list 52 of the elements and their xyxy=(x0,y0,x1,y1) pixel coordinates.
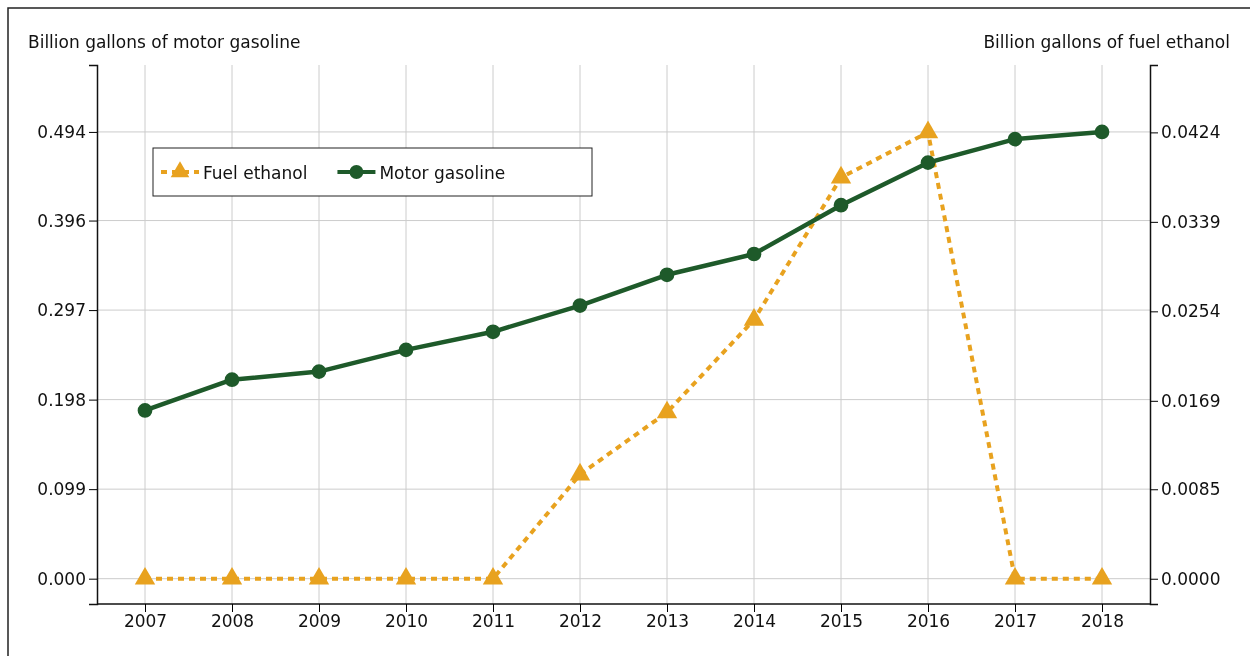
y2-axis-title: Billion gallons of fuel ethanol xyxy=(983,32,1230,52)
point xyxy=(137,403,153,418)
point xyxy=(311,364,327,379)
x-tick-label: 2017 xyxy=(993,611,1038,632)
y-tick-label: 0.396 xyxy=(37,210,86,231)
y-tick-label: 0.297 xyxy=(37,300,86,321)
point xyxy=(1004,566,1026,585)
x-tick-label: 2010 xyxy=(384,611,429,632)
x-tick-label: 2012 xyxy=(558,611,603,632)
y2-tick-label: 0.0254 xyxy=(1161,301,1221,322)
y2-tick-label: 0.0169 xyxy=(1161,390,1221,411)
y-tick-label: 0.099 xyxy=(37,479,86,500)
point xyxy=(917,120,939,139)
legend-label: Motor gasoline xyxy=(379,163,506,183)
x-tick-label: 2007 xyxy=(123,611,168,632)
y2-tick-label: 0.0085 xyxy=(1161,479,1221,500)
point xyxy=(482,566,504,585)
legend-label: Fuel ethanol xyxy=(203,163,308,183)
point xyxy=(308,566,330,585)
point xyxy=(1007,131,1023,147)
x-tick-label: 2014 xyxy=(732,611,777,632)
x-tick-label: 2009 xyxy=(297,611,342,632)
point xyxy=(1091,566,1113,585)
y-tick-label: 0.494 xyxy=(37,121,86,142)
y-axis-title: Billion gallons of motor gasoline xyxy=(28,32,301,52)
x-tick-label: 2018 xyxy=(1080,611,1125,632)
point xyxy=(920,155,936,171)
y2-tick-label: 0.0424 xyxy=(1161,122,1221,143)
point xyxy=(1094,124,1110,140)
point xyxy=(569,462,591,481)
point xyxy=(743,307,765,326)
y2-tick-label: 0.0000 xyxy=(1161,568,1221,589)
y-tick-label: 0.000 xyxy=(37,568,86,589)
x-tick-label: 2008 xyxy=(210,611,255,632)
x-tick-label: 2015 xyxy=(819,611,864,632)
x-tick-label: 2016 xyxy=(906,611,951,632)
y2-tick-label: 0.0339 xyxy=(1161,211,1221,232)
x-tick-label: 2011 xyxy=(471,611,516,632)
point xyxy=(224,372,240,388)
point xyxy=(830,165,852,184)
point xyxy=(134,566,156,585)
point xyxy=(572,298,588,313)
point xyxy=(398,342,414,358)
point xyxy=(833,197,849,213)
y-tick-label: 0.198 xyxy=(37,389,86,410)
point xyxy=(485,324,501,340)
point xyxy=(221,566,243,585)
point xyxy=(656,400,678,419)
point xyxy=(746,246,762,262)
x-tick-label: 2013 xyxy=(645,611,690,632)
point xyxy=(395,566,417,585)
point xyxy=(659,267,675,283)
